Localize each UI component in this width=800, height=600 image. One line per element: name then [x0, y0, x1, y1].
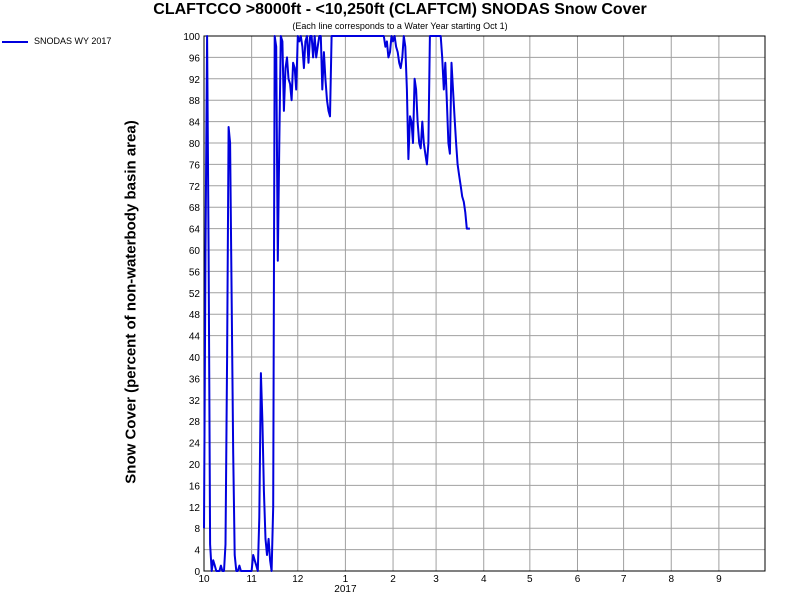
x-tick-label: 9: [716, 574, 722, 585]
series-line-snodas-wy-2017: [203, 35, 470, 572]
y-tick-label: 20: [189, 460, 201, 471]
y-tick-label: 8: [194, 524, 200, 535]
x-tick-label: 11: [246, 574, 257, 585]
x-tick-label: 1: [343, 574, 349, 585]
x-year-label: 2017: [334, 584, 357, 595]
axes: [203, 35, 766, 572]
y-tick-label: 12: [189, 503, 201, 514]
x-tick-label: 4: [481, 574, 487, 585]
y-tick-label: 72: [189, 182, 201, 193]
grid: [203, 35, 765, 572]
y-tick-label: 44: [189, 332, 201, 343]
x-tick-label: 2: [390, 574, 396, 585]
chart-subtitle: (Each line corresponds to a Water Year s…: [292, 21, 508, 31]
y-tick-label: 4: [194, 546, 200, 557]
y-tick-label: 88: [189, 96, 201, 107]
y-tick-label: 28: [189, 417, 201, 428]
y-tick-label: 60: [189, 246, 201, 257]
legend-swatch: [2, 41, 28, 43]
y-tick-label: 16: [189, 481, 201, 492]
x-tick-label: 3: [433, 574, 439, 585]
y-tick-label: 68: [189, 203, 201, 214]
y-tick-label: 52: [189, 289, 201, 300]
y-tick-label: 76: [189, 160, 201, 171]
x-tick-label: 6: [575, 574, 581, 585]
chart-title: CLAFTCCO >8000ft - <10,250ft (CLAFTCM) S…: [153, 1, 647, 18]
y-tick-label: 92: [189, 75, 201, 86]
y-tick-label: 84: [189, 118, 201, 129]
plot-frame: [203, 35, 766, 572]
series-group: [203, 35, 470, 572]
x-tick-label: 10: [198, 574, 210, 585]
y-tick-label: 100: [183, 32, 200, 43]
y-tick-label: 64: [189, 225, 201, 236]
y-tick-label: 24: [189, 439, 201, 450]
y-tick-label: 56: [189, 267, 201, 278]
x-tick-label: 12: [292, 574, 304, 585]
y-tick-label: 80: [189, 139, 201, 150]
y-tick-label: 40: [189, 353, 201, 364]
y-tick-label: 96: [189, 53, 201, 64]
x-tick-label: 7: [621, 574, 627, 585]
legend-label: SNODAS WY 2017: [34, 36, 112, 46]
y-tick-label: 48: [189, 310, 201, 321]
x-tick-label: 5: [527, 574, 533, 585]
y-tick-label: 36: [189, 374, 201, 385]
y-tick-label: 32: [189, 396, 201, 407]
x-tick-label: 8: [668, 574, 674, 585]
y-tick-label: 0: [194, 567, 200, 578]
y-ticks: 0481216202428323640444852566064687276808…: [183, 32, 200, 578]
